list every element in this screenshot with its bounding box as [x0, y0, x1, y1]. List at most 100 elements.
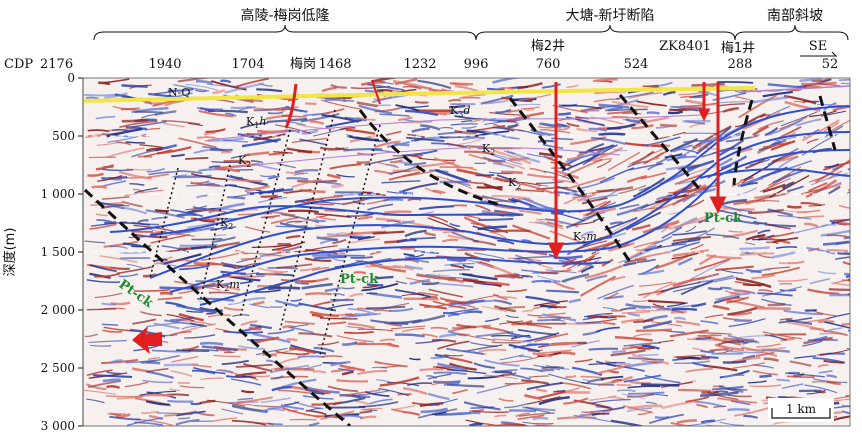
seismic-reflection-trace: [379, 376, 420, 387]
seismic-reflection-trace: [466, 129, 486, 134]
seismic-reflection-trace: [349, 235, 371, 239]
seismic-reflection-trace: [270, 216, 299, 225]
seismic-reflection-trace: [788, 372, 825, 378]
seismic-reflection-trace: [636, 100, 667, 107]
seismic-reflection-trace: [443, 382, 460, 386]
seismic-reflection-trace: [606, 292, 619, 300]
seismic-reflection-trace: [104, 78, 130, 84]
seismic-reflection-trace: [88, 339, 127, 343]
seismic-reflection-trace: [745, 233, 766, 241]
seismic-reflection-trace: [614, 336, 653, 342]
seismic-reflection-trace: [93, 374, 133, 379]
seismic-reflection-trace: [236, 262, 261, 270]
seismic-reflection-trace: [319, 146, 345, 151]
seismic-reflection-trace: [309, 120, 325, 125]
seismic-reflection-trace: [801, 119, 840, 142]
seismic-reflection-trace: [673, 354, 706, 358]
seismic-reflection-trace: [170, 209, 204, 218]
seismic-reflection-trace: [339, 364, 365, 372]
seismic-reflection-trace: [631, 124, 654, 130]
seismic-reflection-trace: [727, 394, 752, 398]
seismic-reflection-trace: [674, 360, 710, 365]
seismic-reflection-trace: [473, 362, 495, 369]
seismic-reflection-trace: [267, 286, 301, 291]
seismic-reflection-trace: [285, 234, 301, 240]
seismic-reflection-trace: [698, 254, 717, 266]
seismic-reflection-trace: [821, 110, 846, 117]
seismic-reflection-trace: [367, 203, 394, 211]
seismic-reflection-trace: [199, 341, 224, 346]
seismic-reflection-trace: [656, 304, 694, 311]
seismic-reflection-trace: [441, 238, 459, 243]
seismic-reflection-trace: [324, 286, 341, 293]
seismic-reflection-trace: [125, 359, 157, 364]
seismic-reflection-trace: [764, 127, 779, 137]
seismic-reflection-trace: [401, 182, 438, 193]
seismic-reflection-trace: [154, 209, 169, 213]
highlight-arrow-icon: [132, 326, 162, 354]
seismic-reflection-trace: [414, 100, 429, 104]
seismic-reflection-trace: [633, 177, 666, 198]
seismic-reflection-trace: [185, 83, 219, 91]
plot-frame: [82, 77, 851, 427]
seismic-reflection-trace: [355, 399, 370, 406]
seismic-reflection-trace: [727, 334, 760, 344]
well-arrowhead-zk8401: [697, 108, 711, 122]
seismic-reflection-trace: [180, 322, 217, 333]
seismic-reflection-trace: [597, 284, 635, 300]
seismic-reflection-trace: [89, 264, 117, 273]
seismic-reflection-trace: [495, 108, 512, 114]
seismic-reflection-trace: [494, 370, 513, 374]
cdp-tick-label: 760: [536, 57, 561, 72]
seismic-reflection-trace: [462, 136, 485, 141]
seismic-reflection-trace: [767, 83, 805, 89]
seismic-reflection-trace: [628, 391, 665, 395]
cdp-axis-prefix: CDP: [4, 57, 33, 72]
seismic-reflection-trace: [434, 168, 469, 183]
seismic-reflection-trace: [565, 116, 606, 127]
seismic-reflection-trace: [507, 332, 532, 339]
seismic-reflection-trace: [313, 255, 346, 260]
seismic-reflection-trace: [602, 307, 618, 311]
seismic-reflection-trace: [321, 355, 343, 358]
seismic-reflection-trace: [391, 325, 426, 330]
seismic-reflection-trace: [808, 182, 828, 192]
seismic-reflection-trace: [523, 197, 553, 211]
cdp-tick-label: 1704: [231, 57, 264, 72]
seismic-reflection-trace: [672, 235, 711, 242]
seismic-reflection-trace: [195, 89, 207, 93]
seismic-reflection-trace: [139, 390, 177, 396]
seismic-reflection-trace: [449, 362, 477, 371]
seismic-reflection-trace: [706, 424, 725, 426]
seismic-reflection-trace: [804, 384, 838, 394]
seismic-reflection-trace: [275, 350, 297, 355]
seismic-reflection-trace: [808, 110, 837, 118]
seismic-reflection-trace: [430, 356, 444, 359]
seismic-reflection-trace: [627, 357, 665, 361]
seismic-reflection-trace: [610, 349, 646, 357]
seismic-reflection-trace: [669, 137, 699, 153]
region-label-datang: 大塘-新圩断陷: [565, 8, 654, 24]
seismic-reflection-trace: [159, 291, 174, 296]
seismic-reflection-trace: [848, 416, 850, 418]
seismic-reflection-trace: [206, 311, 217, 315]
seismic-reflection-trace: [375, 217, 402, 223]
seismic-reflection-trace: [249, 303, 270, 309]
seismic-reflection-trace: [432, 380, 461, 384]
seismic-reflection-trace: [120, 107, 140, 111]
seismic-reflection-trace: [582, 144, 618, 166]
seismic-reflection-trace: [437, 362, 468, 372]
seismic-reflection-trace: [211, 161, 242, 164]
seismic-reflection-trace: [437, 273, 450, 277]
seismic-reflection-trace: [427, 373, 452, 380]
seismic-reflection-trace: [244, 151, 270, 157]
seismic-reflection-trace: [680, 280, 714, 296]
seismic-reflection-trace: [192, 205, 207, 210]
seismic-reflection-trace: [541, 366, 565, 370]
seismic-reflection-trace: [381, 180, 421, 184]
seismic-reflection-trace: [171, 355, 199, 363]
seismic-reflection-trace: [438, 333, 456, 339]
seismic-reflection-trace: [437, 340, 470, 350]
seismic-reflection-trace: [331, 183, 344, 188]
seismic-reflection-trace: [845, 274, 850, 279]
